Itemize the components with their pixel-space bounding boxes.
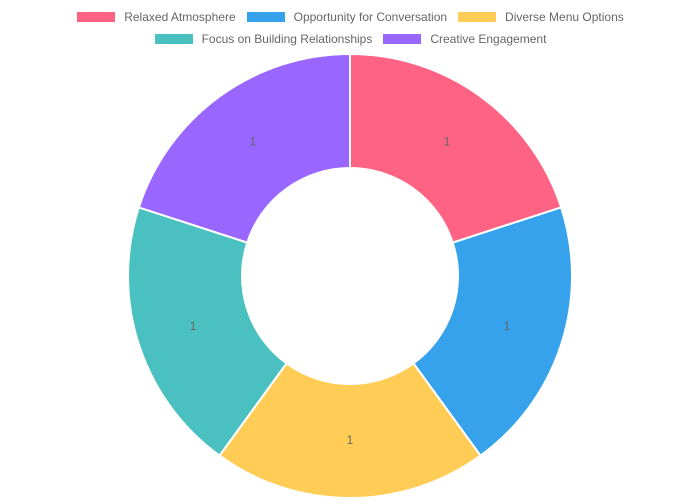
segment — [349, 52, 563, 244]
legend-label: Diverse Menu Options — [505, 10, 624, 24]
segment — [137, 52, 351, 244]
legend-label: Focus on Building Relationships — [201, 32, 373, 46]
legend-item[interactable]: Creative Engagement — [382, 31, 546, 47]
segment — [127, 206, 288, 457]
segment — [412, 206, 573, 457]
legend-item[interactable]: Focus on Building Relationships — [153, 31, 373, 47]
legend-label: Relaxed Atmosphere — [124, 10, 236, 24]
data-label: 1 — [250, 135, 257, 149]
legend-swatch — [382, 33, 423, 45]
legend-label: Creative Engagement — [430, 32, 547, 46]
data-label: 1 — [444, 135, 451, 149]
legend-item[interactable]: Opportunity for Conversation — [245, 9, 448, 25]
legend-item[interactable]: Diverse Menu Options — [457, 9, 624, 25]
segment — [218, 361, 482, 499]
legend-swatch — [245, 11, 286, 23]
legend-label: Opportunity for Conversation — [293, 10, 448, 24]
legend: Relaxed Atmosphere Opportunity for Conver… — [70, 9, 630, 47]
legend-item[interactable]: Relaxed Atmosphere — [76, 9, 236, 25]
data-label: 1 — [190, 319, 197, 333]
data-label: 1 — [504, 319, 511, 333]
legend-swatch — [457, 11, 498, 23]
legend-swatch — [153, 33, 194, 45]
data-label: 1 — [347, 433, 354, 447]
legend-swatch — [76, 11, 117, 23]
